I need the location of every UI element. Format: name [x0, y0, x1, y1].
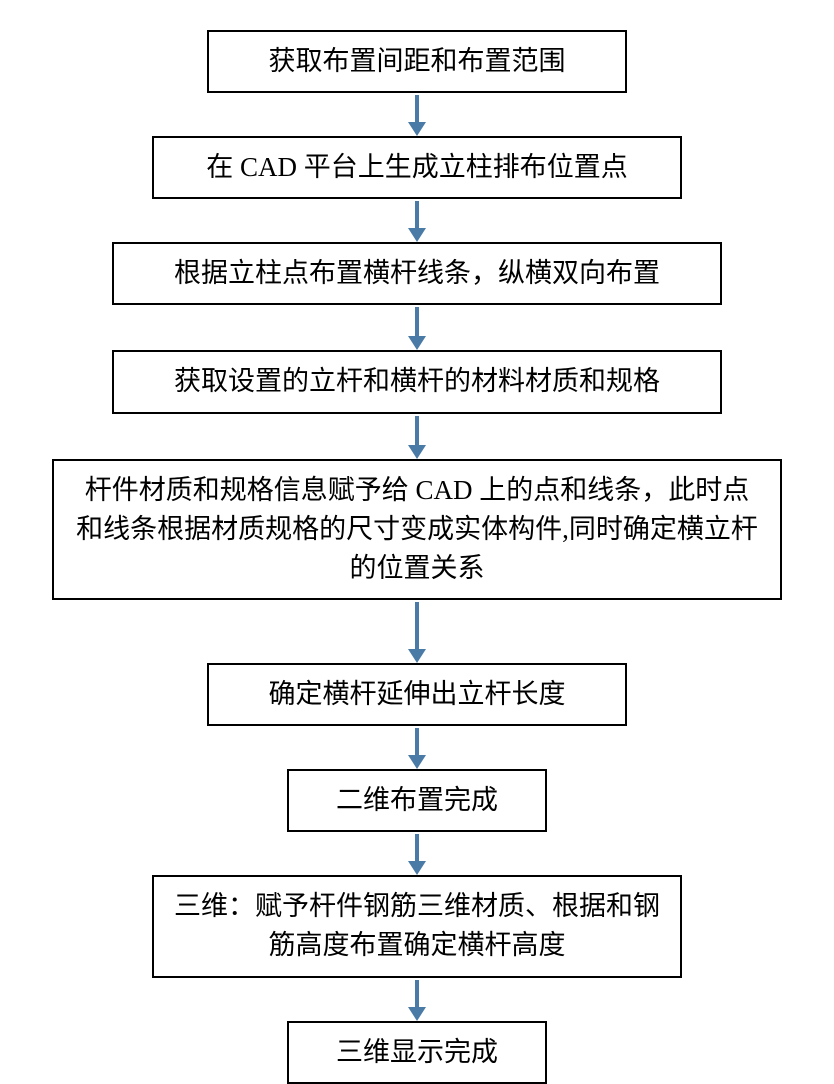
flow-arrow-3 — [408, 416, 426, 459]
arrow-head-icon — [408, 1007, 426, 1021]
flow-arrow-0 — [408, 95, 426, 136]
arrow-line — [415, 95, 419, 123]
flow-arrow-1 — [408, 201, 426, 242]
arrow-head-icon — [408, 336, 426, 350]
flowchart-container: 获取布置间距和布置范围在 CAD 平台上生成立柱排布位置点根据立柱点布置横杆线条… — [0, 0, 834, 1084]
arrow-head-icon — [408, 649, 426, 663]
arrow-head-icon — [408, 755, 426, 769]
flow-step-label: 三维：赋予杆件钢筋三维材质、根据和钢筋高度布置确定横杆高度 — [172, 887, 662, 965]
arrow-line — [415, 416, 419, 446]
flow-step-label: 根据立柱点布置横杆线条，纵横双向布置 — [174, 254, 660, 293]
flow-step-label: 二维布置完成 — [336, 781, 498, 820]
flow-step-label: 获取设置的立杆和横杆的材料材质和规格 — [174, 362, 660, 401]
flow-arrow-6 — [408, 834, 426, 875]
flow-step-label: 获取布置间距和布置范围 — [269, 42, 566, 81]
flow-step-label: 杆件材质和规格信息赋予给 CAD 上的点和线条，此时点和线条根据材质规格的尺寸变… — [72, 471, 762, 588]
arrow-line — [415, 201, 419, 229]
arrow-line — [415, 602, 419, 650]
flow-step-label: 在 CAD 平台上生成立柱排布位置点 — [206, 148, 628, 187]
arrow-line — [415, 834, 419, 862]
flow-arrow-5 — [408, 728, 426, 769]
flow-step-label: 确定横杆延伸出立杆长度 — [269, 675, 566, 714]
flow-step-8: 三维显示完成 — [287, 1021, 547, 1084]
flow-step-0: 获取布置间距和布置范围 — [207, 30, 627, 93]
flow-step-label: 三维显示完成 — [336, 1033, 498, 1072]
arrow-line — [415, 980, 419, 1008]
flow-step-7: 三维：赋予杆件钢筋三维材质、根据和钢筋高度布置确定横杆高度 — [152, 875, 682, 977]
arrow-head-icon — [408, 445, 426, 459]
arrow-head-icon — [408, 122, 426, 136]
arrow-head-icon — [408, 861, 426, 875]
flow-step-5: 确定横杆延伸出立杆长度 — [207, 663, 627, 726]
arrow-line — [415, 307, 419, 337]
flow-arrow-2 — [408, 307, 426, 350]
flow-arrow-4 — [408, 602, 426, 663]
flow-arrow-7 — [408, 980, 426, 1021]
flow-step-3: 获取设置的立杆和横杆的材料材质和规格 — [112, 350, 722, 413]
flow-step-2: 根据立柱点布置横杆线条，纵横双向布置 — [112, 242, 722, 305]
flow-step-1: 在 CAD 平台上生成立柱排布位置点 — [152, 136, 682, 199]
arrow-head-icon — [408, 228, 426, 242]
flow-step-4: 杆件材质和规格信息赋予给 CAD 上的点和线条，此时点和线条根据材质规格的尺寸变… — [52, 459, 782, 600]
arrow-line — [415, 728, 419, 756]
flow-step-6: 二维布置完成 — [287, 769, 547, 832]
